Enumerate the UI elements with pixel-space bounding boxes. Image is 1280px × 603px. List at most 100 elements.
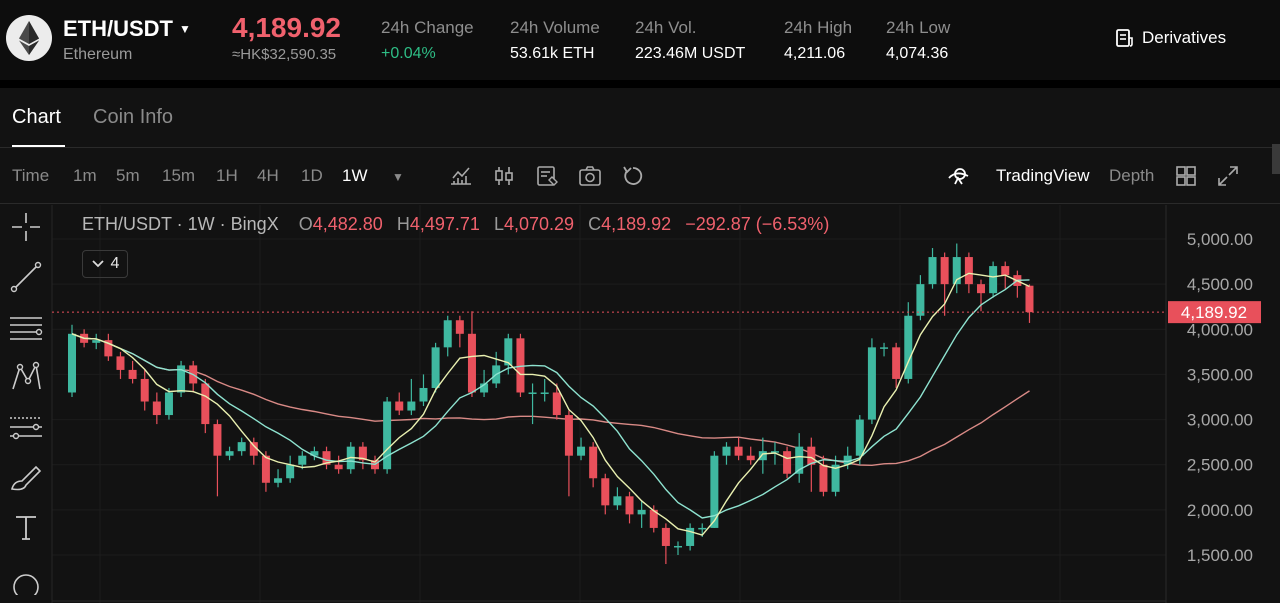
interval-1m[interactable]: 1m: [73, 166, 97, 185]
candle-up: [637, 509, 646, 515]
candle-up: [855, 419, 864, 456]
stat-value: 53.61k ETH: [510, 45, 595, 62]
candle-down: [467, 333, 476, 393]
chevron-down-icon: [91, 260, 104, 268]
stat-24h-low: 24h Low 4,074.36: [886, 18, 950, 63]
stat-label: 24h Vol.: [635, 18, 697, 37]
candle-up: [686, 527, 695, 546]
undo-icon[interactable]: [621, 164, 645, 188]
y-tick-label: 3,000.00: [1187, 411, 1253, 430]
chart-legend: ETH/USDT · 1W · BingX O4,482.80 H4,497.7…: [82, 214, 829, 235]
fullscreen-icon[interactable]: [1216, 164, 1240, 188]
interval-5m[interactable]: 5m: [116, 166, 140, 185]
candle-up: [722, 446, 731, 456]
indicator-toggle[interactable]: 4: [82, 250, 128, 278]
template-icon[interactable]: [535, 164, 559, 188]
interval-1d[interactable]: 1D: [301, 166, 323, 185]
candle-up: [68, 333, 76, 393]
brush-icon[interactable]: [8, 459, 44, 495]
more-icon[interactable]: [8, 559, 44, 595]
stat-value: 4,211.06: [784, 45, 846, 62]
stat-label: 24h Volume: [510, 18, 600, 37]
depth-button[interactable]: Depth: [1109, 166, 1155, 185]
ma-mid-line: [71, 279, 1030, 519]
chart-toolbar: Time 1m 5m 15m 1H 4H 1D 1W ▼ TradingView…: [0, 148, 1280, 204]
candle-down: [589, 446, 598, 479]
interval-1w[interactable]: 1W: [342, 166, 368, 185]
candle-up: [274, 478, 283, 483]
y-tick-label: 4,000.00: [1187, 320, 1253, 339]
stat-24h-vol-usdt: 24h Vol. 223.46M USDT: [635, 18, 745, 63]
y-tick-label: 2,000.00: [1187, 501, 1253, 520]
tab-bar: Chart Coin Info: [0, 88, 1280, 148]
camera-icon[interactable]: [578, 164, 602, 188]
trendline-icon[interactable]: [8, 259, 44, 295]
pair-selector[interactable]: ETH/USDT ▼: [63, 16, 191, 42]
candle-up: [867, 347, 876, 420]
candle-up: [237, 442, 246, 452]
current-price-label: 4,189.92: [1181, 303, 1247, 322]
candle-up: [952, 257, 961, 285]
scrollbar-thumb[interactable]: [1272, 144, 1280, 174]
interval-4h[interactable]: 4H: [257, 166, 279, 185]
candle-down: [249, 442, 258, 456]
candle-down: [1001, 266, 1010, 276]
candle-up: [431, 347, 440, 388]
derivatives-button[interactable]: Derivatives: [1114, 28, 1226, 48]
candle-up: [298, 455, 307, 465]
stat-label: 24h Change: [381, 18, 474, 37]
pair-label: ETH/USDT: [63, 16, 173, 41]
tab-chart[interactable]: Chart: [12, 106, 61, 128]
layout-grid-icon[interactable]: [1174, 164, 1198, 188]
candle-down: [261, 455, 270, 483]
stat-24h-high: 24h High 4,211.06: [784, 18, 852, 63]
candle-up: [904, 315, 913, 379]
candle-up: [928, 257, 937, 285]
candlestick-chart[interactable]: 5,000.00 4,500.00 4,000.00 3,500.00 3,000.00…: [0, 205, 1280, 603]
coin-name: Ethereum: [63, 46, 133, 63]
interval-dropdown-icon[interactable]: ▼: [392, 170, 404, 184]
candle-up: [504, 338, 513, 366]
text-icon[interactable]: [8, 509, 44, 545]
caret-down-icon: ▼: [179, 22, 191, 36]
candle-down: [201, 383, 210, 425]
chart-area[interactable]: 5,000.00 4,500.00 4,000.00 3,500.00 3,000.00…: [0, 205, 1280, 603]
legend-open-label: O: [298, 214, 313, 234]
indicator-count: 4: [110, 255, 120, 272]
legend-open: 4,482.80: [312, 214, 383, 234]
candle-down: [940, 257, 949, 285]
drawing-toolbar: [0, 205, 52, 603]
candle-down: [601, 478, 610, 506]
tradingview-button[interactable]: TradingView: [996, 166, 1090, 185]
pattern-icon[interactable]: [8, 359, 44, 395]
chart-panel: Chart Coin Info Time 1m 5m 15m 1H 4H 1D …: [0, 88, 1280, 603]
candle-up: [225, 451, 234, 456]
fib-icon[interactable]: [8, 409, 44, 445]
stat-value: +0.04%: [381, 45, 436, 62]
interval-1h[interactable]: 1H: [216, 166, 238, 185]
candle-type-icon[interactable]: [492, 164, 516, 188]
document-icon: [1116, 29, 1133, 47]
candle-up: [92, 340, 101, 343]
tab-coin-info[interactable]: Coin Info: [93, 106, 174, 128]
candle-down: [116, 356, 125, 370]
tradingview-logo-icon: [948, 168, 969, 185]
ticker-header: ETH/USDT ▼ Ethereum 4,189.92 ≈HK$32,590.3…: [0, 0, 1280, 80]
active-tab-indicator: [12, 145, 65, 147]
candle-down: [807, 446, 816, 465]
horizontal-lines-icon[interactable]: [8, 309, 44, 345]
candle-down: [625, 496, 634, 515]
candle-down: [516, 338, 525, 393]
candle-up: [407, 401, 416, 411]
indicators-icon[interactable]: [449, 164, 473, 188]
interval-15m[interactable]: 15m: [162, 166, 196, 185]
candle-down: [977, 284, 985, 294]
candle-down: [395, 401, 404, 411]
candle-down: [140, 378, 149, 402]
stat-24h-volume: 24h Volume 53.61k ETH: [510, 18, 600, 63]
time-button[interactable]: Time: [12, 166, 50, 185]
candle-down: [455, 320, 464, 334]
crosshair-icon[interactable]: [8, 209, 44, 245]
candle-down: [892, 347, 901, 379]
candle-up: [164, 392, 173, 416]
